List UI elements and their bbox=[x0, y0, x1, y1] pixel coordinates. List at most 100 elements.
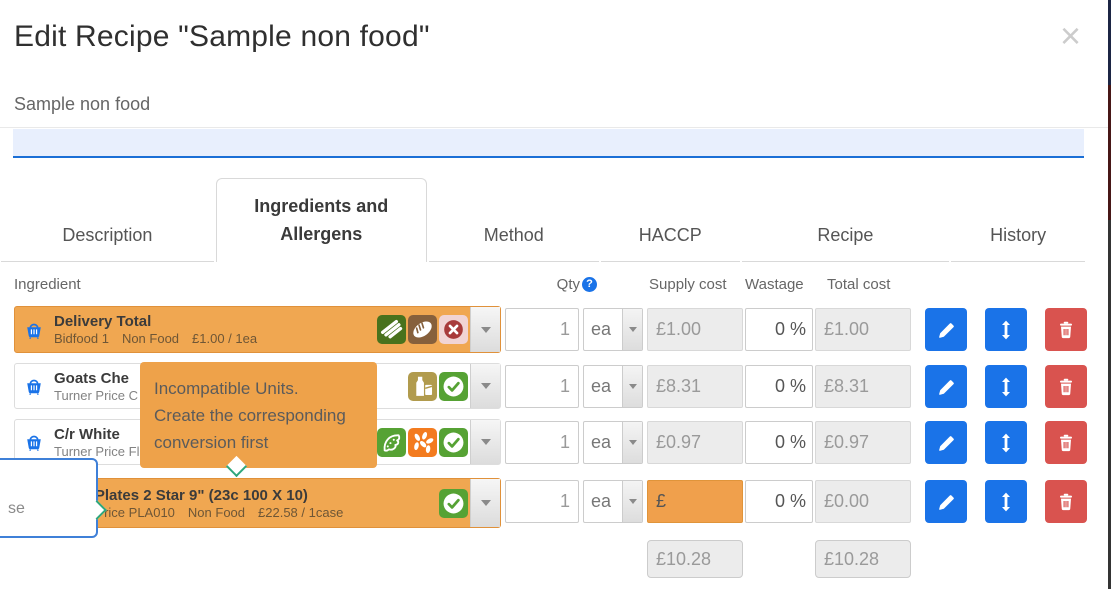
unit-select[interactable]: ea bbox=[583, 308, 643, 351]
unit-label: ea bbox=[591, 491, 612, 511]
table-row: Econ Plates 2 Star 9" (23c 100 X 10) Tur… bbox=[0, 478, 1108, 528]
tab-label: History bbox=[990, 225, 1047, 245]
allergen-sesame-icon bbox=[408, 427, 437, 457]
allergen-soya-icon bbox=[377, 427, 406, 457]
tab-label: Description bbox=[62, 225, 153, 245]
chevron-down-icon bbox=[480, 383, 491, 389]
reorder-ingredient-button[interactable] bbox=[985, 308, 1027, 351]
qty-input[interactable] bbox=[505, 365, 579, 408]
allergen-icons bbox=[408, 371, 468, 401]
reorder-ingredient-button[interactable] bbox=[985, 365, 1027, 408]
basket-icon bbox=[27, 435, 41, 451]
allergen-check-icon bbox=[439, 427, 468, 457]
recipe-name-input[interactable] bbox=[13, 129, 1084, 158]
supplier-code: Bidfood 1 bbox=[54, 331, 109, 346]
unit-select[interactable]: ea bbox=[583, 480, 643, 523]
basket-icon bbox=[27, 323, 41, 339]
chevron-down-icon bbox=[480, 326, 491, 333]
unit-label: ea bbox=[591, 432, 612, 452]
wastage-input[interactable] bbox=[745, 421, 813, 464]
total-cost-total: £10.28 bbox=[815, 540, 911, 578]
unit-select-caret bbox=[622, 481, 642, 522]
ingredient-card[interactable]: Delivery Total Bidfood 1 Non Food £1.00 / … bbox=[14, 306, 501, 353]
incompatible-units-tooltip: Incompatible Units. Create the correspon… bbox=[140, 362, 377, 468]
trash-icon bbox=[1060, 434, 1072, 451]
unit-select[interactable]: ea bbox=[583, 365, 643, 408]
edit-ingredient-button[interactable] bbox=[925, 421, 967, 464]
supply-cost-display: £0.97 bbox=[647, 421, 743, 464]
ingredient-text: Goats Che Turner Price C bbox=[54, 370, 408, 403]
tab-recipe[interactable]: Recipe bbox=[741, 178, 950, 262]
edit-ingredient-button[interactable] bbox=[925, 308, 967, 351]
reorder-ingredient-button[interactable] bbox=[985, 421, 1027, 464]
pack-price: £1.00 / 1ea bbox=[192, 331, 258, 346]
category-label: Non Food bbox=[121, 331, 180, 346]
wastage-input[interactable] bbox=[745, 308, 813, 351]
qty-input[interactable] bbox=[505, 480, 579, 523]
allergen-none-icon bbox=[439, 315, 468, 344]
row-dropdown-button[interactable] bbox=[470, 479, 500, 527]
unit-label: ea bbox=[591, 319, 612, 339]
up-down-arrow-icon bbox=[1002, 377, 1010, 396]
ingredient-subtitle: Turner Price Fl bbox=[54, 444, 377, 459]
edit-ingredient-button[interactable] bbox=[925, 365, 967, 408]
ingredient-subtitle: Bidfood 1 Non Food £1.00 / 1ea bbox=[54, 331, 377, 346]
delete-ingredient-button[interactable] bbox=[1045, 365, 1087, 408]
ingredient-name: Goats Che bbox=[54, 369, 130, 387]
tab-description[interactable]: Description bbox=[1, 178, 214, 262]
trash-icon bbox=[1060, 493, 1072, 510]
chevron-down-icon bbox=[480, 439, 491, 445]
row-dropdown-button[interactable] bbox=[470, 420, 500, 464]
tab-ingredients-and-allergens[interactable]: Ingredients and Allergens bbox=[215, 178, 427, 262]
ingredient-text: Econ Plates 2 Star 9" (23c 100 X 10) Tur… bbox=[54, 487, 439, 520]
qty-header-label: Qty bbox=[556, 276, 580, 293]
table-row: Goats Che Turner Price C ea £8.31 £8.31 bbox=[0, 363, 1108, 409]
delete-ingredient-button[interactable] bbox=[1045, 308, 1087, 351]
allergen-icons bbox=[377, 427, 468, 457]
supply-cost-total: £10.28 bbox=[647, 540, 743, 578]
qty-help-icon[interactable]: ? bbox=[582, 277, 597, 292]
left-popover: se bbox=[0, 458, 98, 538]
col-header-total-cost: Total cost bbox=[827, 276, 891, 293]
qty-input[interactable] bbox=[505, 308, 579, 351]
tab-label: Recipe bbox=[817, 225, 874, 245]
col-header-qty: Qty ? bbox=[505, 276, 597, 293]
supply-cost-display: £ bbox=[647, 480, 743, 523]
unit-select[interactable]: ea bbox=[583, 421, 643, 464]
tab-bar: Description Ingredients and Allergens Meth… bbox=[0, 178, 1086, 262]
total-cost-display: £0.97 bbox=[815, 421, 911, 464]
row-dropdown-button[interactable] bbox=[470, 307, 500, 352]
chevron-down-icon bbox=[628, 384, 637, 389]
tab-haccp[interactable]: HACCP bbox=[600, 178, 740, 262]
delete-ingredient-button[interactable] bbox=[1045, 421, 1087, 464]
supplier-code: Turner Price C bbox=[54, 387, 139, 403]
allergen-gluten-icon bbox=[408, 315, 437, 344]
ingredient-name: Delivery Total bbox=[54, 313, 152, 330]
close-icon[interactable]: × bbox=[1060, 15, 1082, 56]
divider bbox=[0, 127, 1108, 128]
chevron-down-icon bbox=[628, 499, 637, 504]
unit-label: ea bbox=[591, 376, 612, 396]
pencil-icon bbox=[939, 379, 954, 395]
total-cost-display: £0.00 bbox=[815, 480, 911, 523]
up-down-arrow-icon bbox=[1002, 433, 1010, 452]
ingredient-name: C/r White bbox=[54, 425, 120, 443]
chevron-down-icon bbox=[628, 440, 637, 445]
tab-history[interactable]: History bbox=[951, 178, 1085, 262]
row-dropdown-button[interactable] bbox=[470, 364, 500, 408]
table-row: Delivery Total Bidfood 1 Non Food £1.00 / … bbox=[0, 306, 1108, 353]
wastage-input[interactable] bbox=[745, 365, 813, 408]
reorder-ingredient-button[interactable] bbox=[985, 480, 1027, 523]
wastage-input[interactable] bbox=[745, 480, 813, 523]
allergen-check-icon bbox=[439, 488, 468, 518]
edit-ingredient-button[interactable] bbox=[925, 480, 967, 523]
supplier-code: Turner Price Fl bbox=[54, 443, 140, 459]
qty-input[interactable] bbox=[505, 421, 579, 464]
tab-method[interactable]: Method bbox=[428, 178, 599, 262]
tooltip-line: conversion first bbox=[154, 433, 269, 453]
total-cost-display: £8.31 bbox=[815, 365, 911, 408]
delete-ingredient-button[interactable] bbox=[1045, 480, 1087, 523]
trash-icon bbox=[1060, 321, 1072, 338]
page-edge bbox=[1108, 0, 1111, 589]
